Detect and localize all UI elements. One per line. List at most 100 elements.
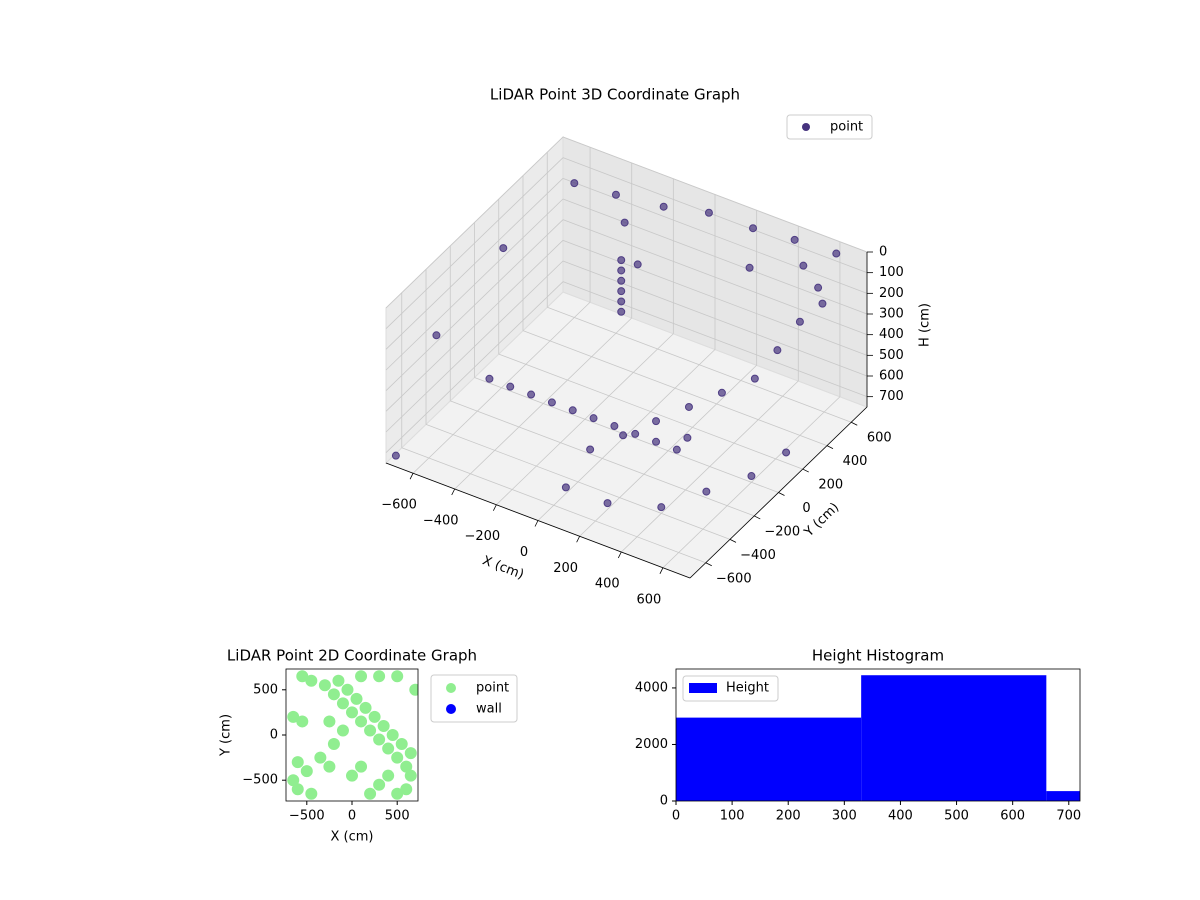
data-point <box>631 429 640 438</box>
legend-label: point <box>830 120 863 135</box>
grid-line <box>385 219 564 391</box>
data-point <box>296 715 309 728</box>
data-point <box>620 218 629 227</box>
data-point <box>355 715 368 728</box>
grid-line <box>562 198 868 315</box>
legend-marker <box>689 683 717 693</box>
x-tick-label: 0 <box>348 809 356 824</box>
data-point <box>547 398 556 407</box>
z-axis-label: H (cm) <box>918 303 933 347</box>
data-point <box>589 414 598 423</box>
z-tick-label: 600 <box>879 369 904 384</box>
legend-marker <box>446 704 456 714</box>
data-point <box>373 670 386 683</box>
y-tick-label: 0 <box>270 728 278 743</box>
grid-line <box>547 306 852 423</box>
bar <box>861 675 1047 801</box>
tick-mark <box>802 468 809 473</box>
x-tick-label: −600 <box>381 498 417 513</box>
data-point <box>346 769 358 782</box>
y-tick-label: 2000 <box>635 737 668 752</box>
data-point <box>377 719 390 732</box>
data-point <box>409 683 418 696</box>
legend: Height <box>682 675 779 702</box>
data-point <box>323 760 336 773</box>
data-point <box>400 783 413 796</box>
tick-mark <box>705 562 712 567</box>
data-point <box>323 715 336 728</box>
data-point <box>702 487 711 496</box>
tick-mark <box>778 492 785 496</box>
x-tick-label: 200 <box>553 561 578 576</box>
grid-line <box>385 136 564 309</box>
x-tick-label: 700 <box>1056 809 1081 824</box>
y-tick-label: −400 <box>740 548 776 563</box>
data-point <box>749 224 758 233</box>
data-point <box>305 787 318 800</box>
data-point <box>717 388 726 397</box>
plot-area <box>287 670 418 800</box>
data-point <box>672 445 681 454</box>
bar <box>676 717 862 801</box>
grid-line <box>562 239 868 356</box>
tick-mark <box>534 520 539 527</box>
data-point <box>617 256 626 265</box>
data-point <box>617 287 626 296</box>
y-axis-label: Y (cm) <box>219 714 234 757</box>
y-tick-label: 0 <box>802 501 810 516</box>
z-tick-label: 100 <box>879 265 904 280</box>
legend-box <box>786 114 873 140</box>
x-axis <box>385 462 691 579</box>
data-point <box>395 738 408 751</box>
data-point <box>652 437 661 446</box>
tick-mark <box>826 445 834 450</box>
x-tick-label: 200 <box>776 809 801 824</box>
data-point <box>400 760 413 773</box>
data-point <box>485 374 494 383</box>
data-point <box>391 751 404 764</box>
data-point <box>617 297 626 306</box>
legend-label: Height <box>726 681 769 696</box>
legend: point wall <box>430 674 518 723</box>
grid-line <box>425 423 731 540</box>
z-tick-label: 300 <box>879 307 904 322</box>
y-tick-label: 200 <box>818 478 843 493</box>
data-point <box>586 445 595 454</box>
data-point <box>814 283 823 292</box>
z-tick-label: 200 <box>879 286 904 301</box>
data-point <box>832 249 841 258</box>
legend-label: point <box>476 681 509 696</box>
grid-line <box>450 400 755 517</box>
x-tick-label: 0 <box>520 545 528 560</box>
data-point <box>364 787 377 800</box>
bar <box>1046 791 1080 801</box>
x-tick-label: 0 <box>672 809 680 824</box>
data-point <box>287 774 300 787</box>
data-point <box>404 769 417 782</box>
x-tick-label: 400 <box>888 809 913 824</box>
chart-title: Height Histogram <box>812 647 944 665</box>
grid-line <box>562 157 868 274</box>
data-point <box>799 261 808 270</box>
data-point <box>314 751 327 764</box>
x-tick-label: 300 <box>832 809 857 824</box>
data-point <box>684 402 693 411</box>
x-tick-label: 100 <box>720 809 745 824</box>
data-point <box>382 769 395 782</box>
data-point <box>747 472 756 481</box>
plot-area <box>676 675 1080 801</box>
data-point <box>300 765 313 778</box>
data-point <box>790 235 799 244</box>
x-tick-label: 500 <box>944 809 969 824</box>
data-point <box>745 263 754 272</box>
data-point <box>391 787 404 800</box>
y-tick-label: 0 <box>660 794 668 809</box>
data-point <box>287 710 300 723</box>
tick-mark <box>492 504 497 511</box>
data-point <box>336 697 349 710</box>
grid-line <box>498 353 803 470</box>
data-point <box>603 499 612 508</box>
x-tick-label: 400 <box>595 577 620 592</box>
tick-mark <box>754 515 761 520</box>
